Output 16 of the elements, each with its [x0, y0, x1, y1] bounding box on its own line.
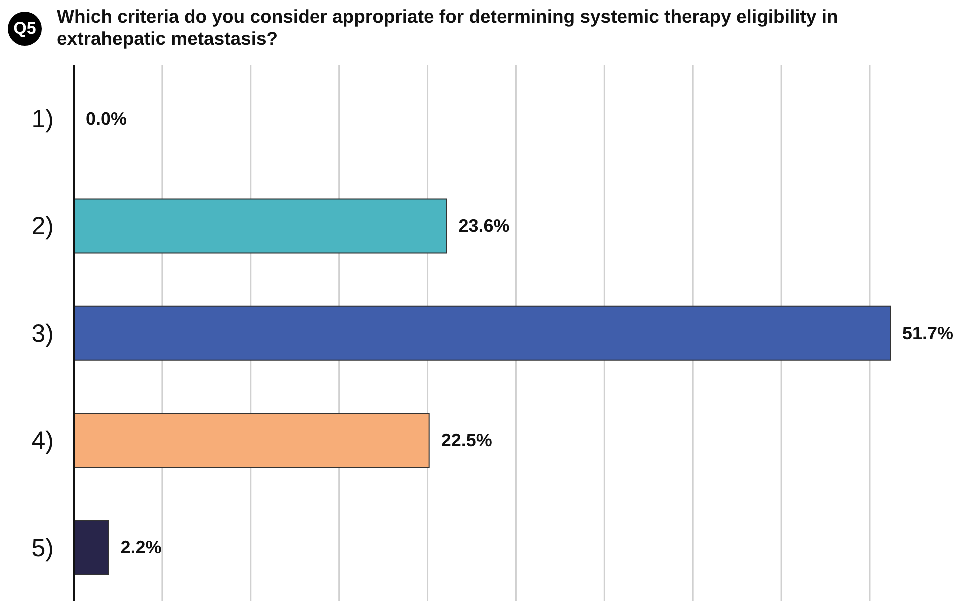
y-tick-label: 3): [32, 320, 54, 348]
circle-badge: Q5: [8, 12, 42, 46]
data-label: 23.6%: [458, 216, 510, 236]
y-tick-label: 5): [32, 534, 54, 562]
data-label: 22.5%: [441, 430, 492, 450]
chart-title: Which criteria do you consider appropriate for determining systemic therapy eligibility in extrahepatic metastasis?: [57, 6, 840, 50]
bar: [74, 520, 110, 576]
data-label: 0.0%: [86, 108, 128, 129]
y-tick-label: 4): [32, 427, 54, 456]
bar: [74, 198, 448, 254]
bar: [74, 413, 430, 468]
bar: [74, 306, 892, 361]
data-label: 51.7%: [902, 323, 954, 344]
y-tick-label: 2): [32, 212, 54, 241]
y-tick-label: 1): [32, 105, 54, 134]
data-label: 2.2%: [120, 538, 162, 558]
